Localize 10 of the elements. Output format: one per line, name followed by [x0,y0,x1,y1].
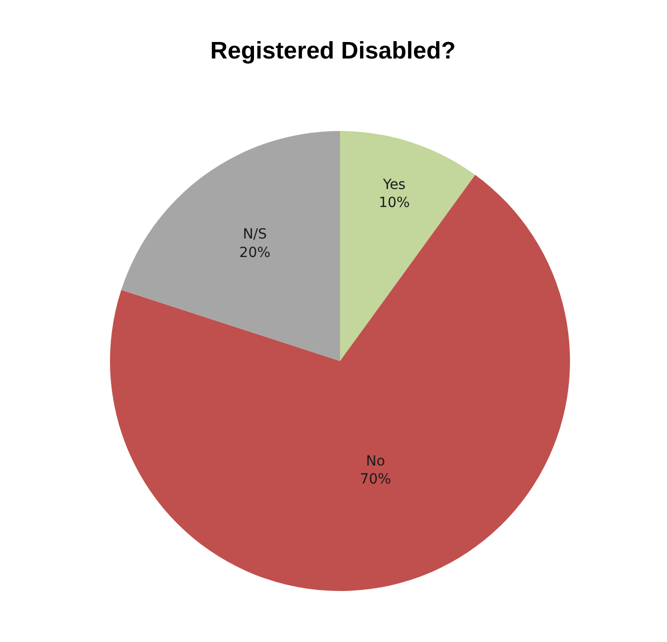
data-label: 20% [239,244,270,261]
pie-slice [340,131,476,361]
pie-slice [121,131,340,361]
data-label: 10% [378,194,410,211]
slice-label: No [366,453,386,470]
slice-label: N/S [242,226,268,243]
chart-title: Registered Disabled? [210,37,456,64]
data-label: 70% [360,471,392,488]
pie-slice [110,174,570,591]
slice-label: Yes [382,176,406,193]
